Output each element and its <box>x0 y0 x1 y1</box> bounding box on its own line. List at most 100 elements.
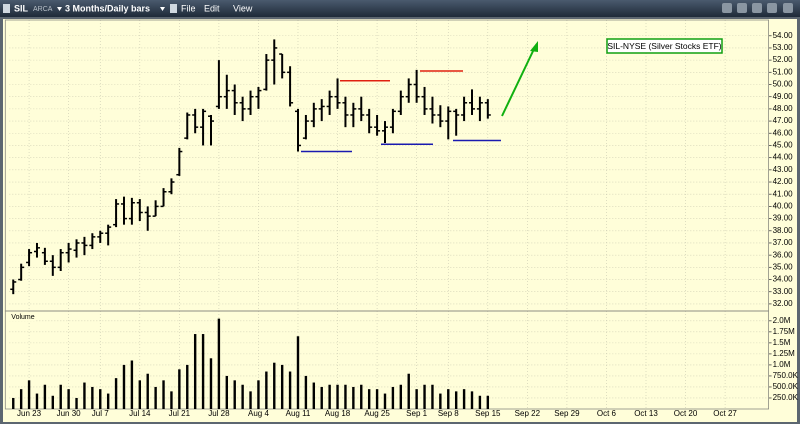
volume-bar <box>51 395 55 409</box>
y-tick-label: 48.00 <box>773 104 794 113</box>
volume-bar <box>360 384 363 409</box>
x-tick-label: Sep 29 <box>554 409 580 418</box>
volume-bar <box>217 318 221 409</box>
volume-bar <box>288 371 292 409</box>
x-tick-label: Jul 28 <box>208 409 230 418</box>
y-tick-label: 39.00 <box>773 214 794 223</box>
y-tick-label: 45.00 <box>773 141 794 150</box>
volume-bar <box>154 386 157 409</box>
volume-panel <box>4 310 769 410</box>
volume-bar <box>178 369 181 409</box>
volume-bar <box>225 375 229 409</box>
button[interactable] <box>752 3 762 13</box>
dropdown-arrow[interactable] <box>160 7 165 11</box>
button[interactable] <box>783 3 793 13</box>
volume-bar <box>391 386 395 409</box>
volume-bar <box>447 389 450 409</box>
plot: 32.00 33.00 34.00 35.00 36.00 37.00 38.00 39.00… <box>4 19 799 418</box>
volume-bar <box>470 391 474 409</box>
period[interactable]: 3 Months/Daily bars <box>65 3 150 13</box>
y-tick-label: 42.00 <box>773 177 794 186</box>
menu-item[interactable]: Edit <box>204 3 220 13</box>
y-tick-label: 43.00 <box>773 165 794 174</box>
y-tick-label: 49.00 <box>773 92 794 101</box>
volume-bar <box>138 380 142 409</box>
volume-bar <box>375 389 379 409</box>
arrow-head <box>530 41 538 52</box>
exchange: ARCA <box>33 6 53 13</box>
y-tick-label: 34.00 <box>773 275 794 284</box>
y-tick-label: 36.00 <box>773 250 794 259</box>
y-tick-label: 54.00 <box>773 31 794 40</box>
y-tick-label: 51.00 <box>773 67 794 76</box>
y-tick-label: 40.00 <box>773 202 794 211</box>
volume-bar <box>249 391 252 409</box>
menu-item[interactable]: View <box>233 3 253 13</box>
volume-tick-label: 1.5M <box>773 338 791 347</box>
volume-tick-label: 250.0K <box>773 393 799 402</box>
volume-bar <box>67 389 70 409</box>
symbol[interactable]: SIL <box>14 3 29 13</box>
menu-item[interactable]: File <box>181 3 196 13</box>
x-tick-label: Oct 6 <box>597 409 617 418</box>
y-tick-label: 47.00 <box>773 116 794 125</box>
volume-bar <box>35 393 39 409</box>
x-tick-label: Oct 20 <box>674 409 698 418</box>
x-tick-label: Aug 18 <box>325 409 351 418</box>
y-tick-label: 35.00 <box>773 262 794 271</box>
x-tick-label: Sep 1 <box>406 409 427 418</box>
volume-bar <box>478 395 482 409</box>
annotation: SIL-NYSE (Silver Stocks ETF) <box>607 41 721 51</box>
volume-bar <box>75 397 78 409</box>
y-tick-label: 37.00 <box>773 238 794 247</box>
volume-bar <box>399 384 403 409</box>
volume-tick-label: 500.0K <box>773 382 799 391</box>
y-tick-label: 52.00 <box>773 55 794 64</box>
volume-bar <box>12 397 15 409</box>
button[interactable] <box>722 3 732 13</box>
y-tick-label: 53.00 <box>773 43 794 52</box>
volume-bar <box>320 386 323 409</box>
y-tick-label: 46.00 <box>773 128 794 137</box>
x-tick-label: Sep 22 <box>515 409 541 418</box>
x-tick-label: Sep 8 <box>438 409 459 418</box>
volume-bar <box>241 384 244 409</box>
volume-bar <box>344 384 347 409</box>
volume-bar <box>296 336 300 409</box>
y-tick-label: 41.00 <box>773 189 794 198</box>
volume-bar <box>352 386 355 409</box>
volume-bar <box>209 358 213 409</box>
volume-tick-label: 750.0K <box>773 371 799 380</box>
y-tick-label: 33.00 <box>773 287 794 296</box>
dropdown-arrow[interactable] <box>57 7 62 11</box>
x-tick-label: Aug 4 <box>248 409 269 418</box>
volume-bar <box>122 364 126 409</box>
volume-bar <box>280 364 284 409</box>
button[interactable] <box>767 3 777 13</box>
volume-bar <box>59 384 62 409</box>
button[interactable] <box>737 3 747 13</box>
window-buttons <box>722 3 793 13</box>
volume-bar <box>265 371 268 409</box>
toolbar-icon <box>170 4 177 13</box>
volume-bar <box>233 380 236 409</box>
volume-bar <box>407 373 410 409</box>
trend-arrow <box>501 48 535 117</box>
chart-background <box>3 19 797 422</box>
volume-bar <box>170 391 173 409</box>
volume-bar <box>439 393 442 409</box>
y-tick-label: 44.00 <box>773 153 794 162</box>
volume-bar <box>43 384 47 409</box>
volume-bar <box>454 391 458 409</box>
volume-bar <box>83 382 86 409</box>
volume-bar <box>193 334 197 409</box>
volume-bar <box>19 389 23 409</box>
volume-bar <box>312 382 316 409</box>
annotation-box <box>606 38 723 54</box>
volume-tick-label: 1.25M <box>773 349 796 358</box>
volume-bar <box>186 364 189 409</box>
volume-bar <box>273 362 276 409</box>
volume-bar <box>328 384 331 409</box>
y-tick-label: 32.00 <box>773 299 794 308</box>
